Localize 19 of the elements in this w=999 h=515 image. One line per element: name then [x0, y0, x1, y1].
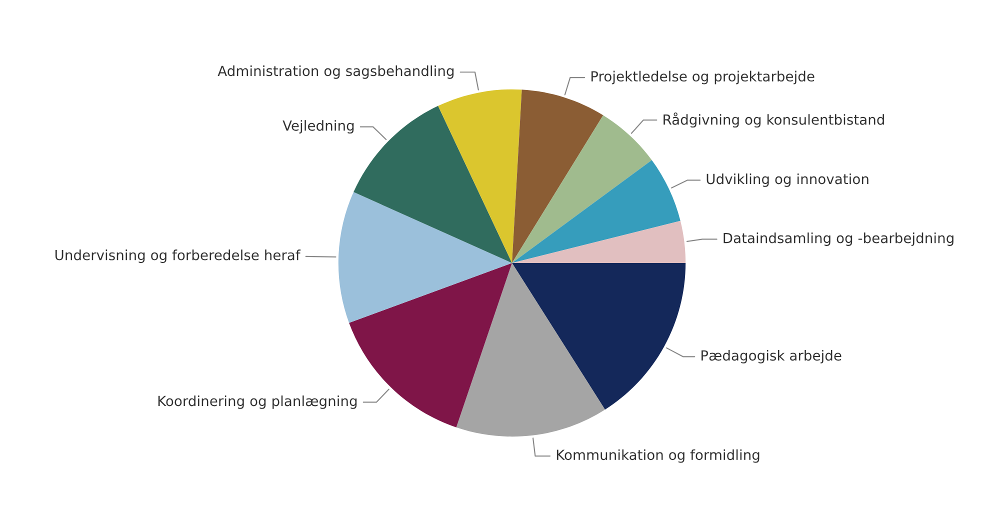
slice-label: Udvikling og innovation — [706, 173, 868, 187]
slice-label: Projektledelse og projektarbejde — [591, 70, 814, 84]
slice-label: Rådgivning og konsulentbistand — [664, 112, 884, 128]
pie-slice — [512, 115, 652, 263]
slice-label: Kommunikation og formidling — [556, 449, 760, 463]
pie-slice — [338, 192, 512, 323]
pie-slice — [354, 106, 512, 263]
slice-label: Dataindsamling og -bearbejdning — [724, 232, 954, 246]
slice-label: Koordinering og planlægning — [158, 395, 357, 409]
slice-label: Administration og sagsbehandling — [218, 65, 454, 79]
pie-slice — [512, 220, 686, 263]
slice-label: Pædagogisk arbejde — [702, 350, 842, 364]
pie-slice — [512, 263, 686, 410]
pie-slice — [512, 160, 680, 263]
slice-label: Undervisning og forberedelse heraf — [55, 250, 301, 264]
pie-slice — [512, 90, 604, 263]
slice-label: Vejledning — [282, 120, 354, 134]
pie-slice — [456, 263, 606, 437]
pie-slice — [438, 89, 522, 263]
